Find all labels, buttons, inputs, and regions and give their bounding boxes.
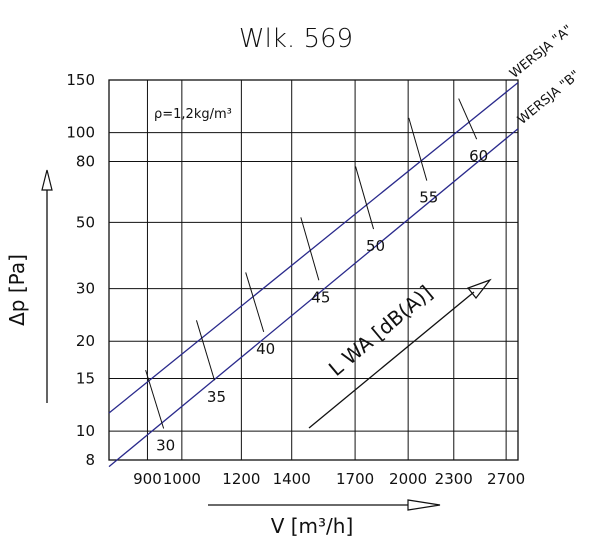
plot-frame	[108, 79, 519, 461]
sound-power-arrow-head	[467, 278, 492, 299]
x-tick-label: 1400	[273, 470, 311, 488]
y-tick-label: 15	[76, 370, 95, 388]
series-line	[108, 128, 519, 468]
y-axis-label: Δp [Pa]	[5, 254, 29, 326]
sound-power-label-group: L WA [dB(A)]	[308, 278, 492, 429]
sound-level-label: 55	[419, 189, 438, 207]
sound-power-arrow	[308, 291, 475, 429]
x-axis-label: V [m³/h]	[271, 514, 354, 538]
y-tick-label: 8	[85, 451, 95, 469]
series-line	[108, 82, 519, 414]
sound-level-label: 35	[207, 388, 226, 406]
sound-level-tick	[458, 98, 478, 140]
y-tick-label: 100	[66, 124, 95, 142]
sound-level-label: 30	[156, 437, 175, 455]
sound-level-tick	[300, 217, 320, 281]
x-tick-label: 1700	[336, 470, 374, 488]
sound-power-label: L WA [dB(A)]	[324, 280, 437, 380]
sound-level-tick	[355, 166, 375, 230]
y-tick-label: 20	[76, 332, 95, 350]
sound-level-tick	[195, 320, 215, 381]
sound-level-marks: 30 35 40 45 50 55 60	[145, 98, 488, 455]
y-axis-label-group: Δp [Pa]	[5, 169, 53, 403]
x-tick-label: 1000	[163, 470, 201, 488]
series-group: WERSJA "A"WERSJA "B"	[108, 22, 583, 468]
y-axis-arrow-head	[41, 169, 53, 191]
y-tick-label: 80	[76, 152, 95, 170]
x-tick-label: 900	[133, 470, 162, 488]
y-tick-label: 150	[66, 71, 95, 89]
sound-level-label: 40	[256, 340, 275, 358]
x-tick-label: 2000	[389, 470, 427, 488]
x-tick-label: 2300	[435, 470, 473, 488]
series-label: WERSJA "A"	[507, 22, 575, 81]
x-tick-label: 1200	[222, 470, 260, 488]
x-tick-label: 2700	[487, 470, 525, 488]
y-tick-label: 10	[76, 422, 95, 440]
y-tick-label: 50	[76, 213, 95, 231]
sound-level-tick	[245, 272, 265, 332]
sound-level-label: 60	[469, 147, 488, 165]
tick-labels: 900 1000 1200 1400 1700 2000 2300 2700 8 10 15 20 30…	[66, 71, 525, 488]
sound-level-tick	[145, 369, 165, 429]
sound-level-label: 50	[366, 237, 385, 255]
y-tick-label: 30	[76, 280, 95, 298]
grid	[109, 79, 518, 461]
series-label: WERSJA "B"	[515, 68, 583, 128]
sound-level-tick	[408, 117, 428, 181]
chart-title: Wlk. 569	[239, 24, 353, 54]
sound-level-label: 45	[311, 288, 330, 306]
x-axis-label-group: V [m³/h]	[208, 499, 441, 538]
x-axis-arrow-head	[407, 499, 441, 511]
density-note: ρ=1,2kg/m³	[154, 107, 232, 122]
